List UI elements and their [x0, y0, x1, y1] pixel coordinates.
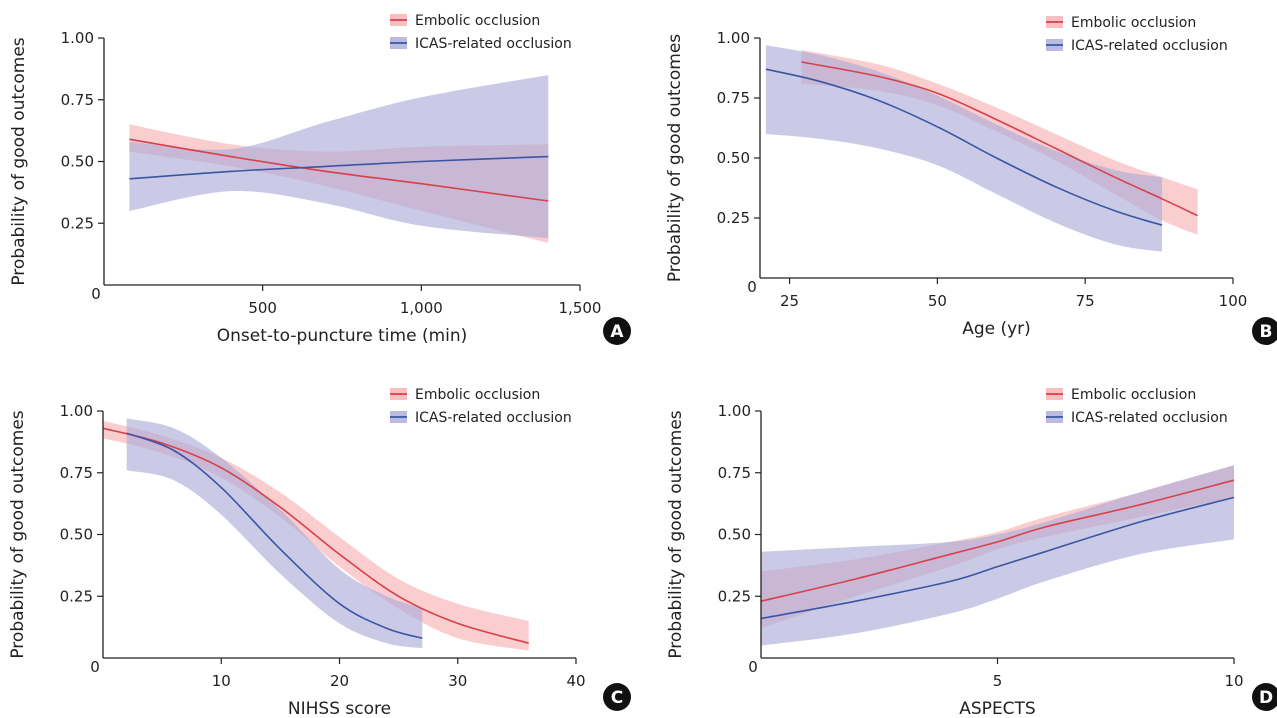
icas-series-line — [765, 68, 1163, 226]
embolic-legend-label: Embolic occlusion — [1071, 387, 1196, 403]
panel-badge-letter: D — [1259, 688, 1273, 708]
y-tick-label: 0.25 — [61, 214, 94, 232]
icas-legend-label: ICAS-related occlusion — [1071, 38, 1228, 54]
panel-d: 0.25 0.50 0.75 1.00 5 10 0 ASPECTS Probability o… — [666, 387, 1277, 718]
icas-series-line — [129, 155, 549, 180]
x-axis-title: ASPECTS — [959, 699, 1035, 718]
x-axis-title: Age (yr) — [962, 319, 1031, 339]
panel-badge-circle — [603, 317, 631, 345]
x-axis-title: NIHSS score — [288, 699, 391, 718]
y-tick-label: 0.50 — [718, 526, 751, 544]
x-tick-label: 100 — [1219, 292, 1248, 310]
x-tick-label: 500 — [248, 299, 277, 317]
embolic-series-line — [760, 479, 1235, 602]
icas-ci-band — [129, 75, 549, 239]
y-tick-label: 0.50 — [60, 526, 93, 544]
y-tick-label: 0.50 — [717, 149, 750, 167]
panel-a: 0.25 0.50 0.75 1.00 500 1,000 1,500 0 Onset-to-p… — [9, 13, 631, 346]
x-tick-label: 1,000 — [400, 299, 443, 317]
y-tick-label: 0.75 — [718, 464, 751, 482]
legend: Embolic occlusion ICAS-related occlusion — [390, 13, 572, 52]
panel-badge: B — [1252, 317, 1277, 345]
y-tick-label: 0.75 — [60, 464, 93, 482]
x-tick-label: 40 — [566, 672, 585, 690]
y-axis-title: Probability of good outcomes — [8, 410, 28, 658]
x-tick-label: 75 — [1076, 292, 1095, 310]
legend: Embolic occlusion ICAS-related occlusion — [1046, 387, 1228, 426]
x-tick-label: 5 — [993, 672, 1003, 690]
y-tick-label: 0.25 — [717, 209, 750, 227]
panel-badge: C — [603, 683, 631, 711]
x-tick-label: 10 — [1224, 672, 1243, 690]
y-axis-title: Probability of good outcomes — [665, 34, 685, 282]
panel-badge-circle — [1252, 683, 1277, 711]
y-tick-label: 1.00 — [718, 402, 751, 420]
icas-series-line — [760, 496, 1235, 620]
embolic-legend-label: Embolic occlusion — [415, 13, 540, 29]
origin-label: 0 — [91, 285, 101, 303]
icas-legend-label: ICAS-related occlusion — [1071, 410, 1228, 426]
embolic-series-line — [129, 138, 549, 202]
legend: Embolic occlusion ICAS-related occlusion — [390, 387, 572, 426]
panel-badge: A — [603, 317, 631, 345]
y-tick-label: 0.25 — [718, 587, 751, 605]
panel-badge-circle — [1252, 317, 1277, 345]
icas-series-line — [126, 432, 423, 639]
y-axis-title: Probability of good outcomes — [666, 410, 686, 658]
x-tick-label: 20 — [330, 672, 349, 690]
y-tick-label: 1.00 — [61, 29, 94, 47]
y-tick-label: 0.25 — [60, 587, 93, 605]
y-tick-label: 0.50 — [61, 153, 94, 171]
panel-c: 0.25 0.50 0.75 1.00 10 20 30 40 0 NIHSS score Prob… — [8, 387, 631, 718]
x-tick-label: 50 — [928, 292, 947, 310]
panel-badge: D — [1252, 683, 1277, 711]
origin-label: 0 — [747, 278, 757, 296]
icas-legend-label: ICAS-related occlusion — [415, 36, 572, 52]
icas-ci-band — [761, 465, 1234, 646]
icas-ci-band — [765, 45, 1162, 252]
y-tick-label: 1.00 — [60, 402, 93, 420]
y-tick-label: 0.75 — [61, 91, 94, 109]
embolic-series-line — [801, 61, 1198, 217]
x-tick-label: 1,500 — [559, 299, 602, 317]
panel-badge-letter: B — [1260, 322, 1273, 342]
embolic-legend-label: Embolic occlusion — [415, 387, 540, 403]
y-axis-title: Probability of good outcomes — [9, 37, 29, 285]
embolic-series-line — [102, 427, 529, 644]
x-tick-label: 10 — [212, 672, 231, 690]
origin-label: 0 — [748, 658, 758, 676]
embolic-legend-label: Embolic occlusion — [1071, 15, 1196, 31]
panel-badge-circle — [603, 683, 631, 711]
y-tick-label: 0.75 — [717, 89, 750, 107]
x-tick-label: 25 — [780, 292, 799, 310]
icas-legend-label: ICAS-related occlusion — [415, 410, 572, 426]
x-tick-label: 30 — [448, 672, 467, 690]
icas-ci-band — [126, 418, 423, 649]
legend: Embolic occlusion ICAS-related occlusion — [1046, 15, 1228, 54]
x-axis-title: Onset-to-puncture time (min) — [217, 326, 468, 346]
panel-b: 0.25 0.50 0.75 1.00 25 50 75 100 0 Age (yr) Probab… — [665, 15, 1277, 345]
panel-badge-letter: C — [611, 688, 623, 708]
origin-label: 0 — [90, 658, 100, 676]
y-tick-label: 1.00 — [717, 29, 750, 47]
panel-badge-letter: A — [610, 322, 624, 342]
